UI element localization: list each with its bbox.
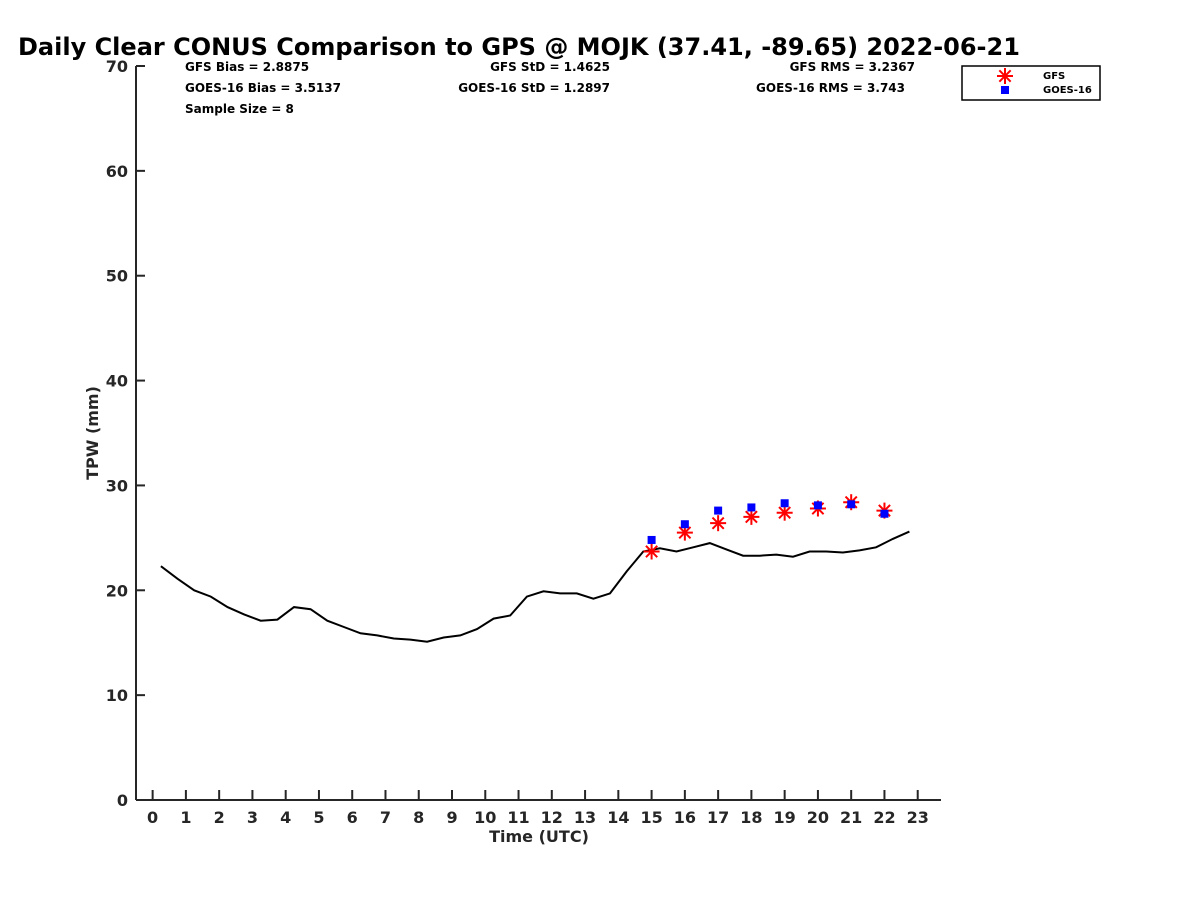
- x-tick-label: 23: [907, 808, 929, 827]
- x-tick-label: 22: [873, 808, 895, 827]
- goes-point: [813, 501, 822, 510]
- goes-point: [880, 509, 889, 518]
- x-tick-label: 19: [774, 808, 796, 827]
- goes-bias-stat: GOES-16 Bias = 3.5137: [185, 81, 341, 95]
- y-axis-label: TPW (mm): [83, 386, 102, 480]
- x-tick-label: 20: [807, 808, 829, 827]
- goes-point: [647, 535, 656, 544]
- x-tick-label: 17: [707, 808, 729, 827]
- x-tick-label: 6: [347, 808, 358, 827]
- x-tick-label: 11: [507, 808, 529, 827]
- gfs-point: [643, 543, 660, 560]
- y-tick-label: 40: [106, 372, 128, 391]
- gps-line: [160, 530, 910, 643]
- goes-rms-stat: GOES-16 RMS = 3.743: [756, 81, 905, 95]
- x-axis-label: Time (UTC): [489, 827, 589, 846]
- sample-size-stat: Sample Size = 8: [185, 102, 294, 116]
- x-tick-label: 15: [640, 808, 662, 827]
- gfs-point: [776, 504, 793, 521]
- axes: [135, 65, 941, 801]
- gfs-std-stat: GFS StD = 1.4625: [490, 60, 610, 74]
- goes-point: [780, 499, 789, 508]
- goes-std-stat: GOES-16 StD = 1.2897: [458, 81, 610, 95]
- gfs-rms-stat: GFS RMS = 3.2367: [790, 60, 915, 74]
- y-tick-label: 70: [106, 57, 128, 76]
- goes-point: [680, 520, 689, 529]
- x-tick-label: 8: [413, 808, 424, 827]
- goes-point: [847, 500, 856, 509]
- x-tick-label: 5: [313, 808, 324, 827]
- y-tick-label: 20: [106, 581, 128, 600]
- chart-title: Daily Clear CONUS Comparison to GPS @ MO…: [18, 33, 1020, 61]
- x-tick-label: 21: [840, 808, 862, 827]
- legend-box: [961, 65, 1101, 101]
- legend-gfs-marker: [997, 68, 1013, 84]
- y-tick-label: 30: [106, 476, 128, 495]
- gfs-series: [643, 494, 893, 560]
- gps-series: [160, 530, 910, 643]
- legend: GFS GOES-16: [961, 65, 1101, 101]
- x-tick-label: 3: [247, 808, 258, 827]
- x-tick-label: 13: [574, 808, 596, 827]
- gfs-point: [743, 508, 760, 525]
- x-tick-label: 0: [147, 808, 158, 827]
- legend-goes-marker: [1001, 86, 1009, 94]
- legend-goes-label: GOES-16: [1043, 85, 1092, 96]
- x-tick-label: 10: [474, 808, 496, 827]
- gfs-point: [710, 515, 727, 532]
- goes-series: [647, 499, 889, 544]
- y-tick-label: 50: [106, 267, 128, 286]
- x-tick-label: 9: [446, 808, 457, 827]
- goes-point: [747, 503, 756, 512]
- legend-goes-square: [1001, 86, 1009, 94]
- x-tick-label: 7: [380, 808, 391, 827]
- y-tick-label: 10: [106, 686, 128, 705]
- gfs-bias-stat: GFS Bias = 2.8875: [185, 60, 309, 74]
- x-tick-label: 12: [541, 808, 563, 827]
- x-tick-label: 1: [180, 808, 191, 827]
- tick-labels: 0 1 2 3 4 5 6 7 8 9 10 11 12 13 14 15 16 17 18 19 20 21 22 2301…: [106, 57, 929, 827]
- legend-gfs-label: GFS: [1043, 71, 1065, 82]
- y-tick-label: 60: [106, 162, 128, 181]
- legend-gfs-asterisk: [997, 68, 1013, 84]
- x-tick-label: 14: [607, 808, 629, 827]
- goes-point: [714, 506, 723, 515]
- x-tick-label: 16: [674, 808, 696, 827]
- x-tick-label: 18: [740, 808, 762, 827]
- x-tick-label: 4: [280, 808, 291, 827]
- x-tick-label: 2: [214, 808, 225, 827]
- y-tick-label: 0: [117, 791, 128, 810]
